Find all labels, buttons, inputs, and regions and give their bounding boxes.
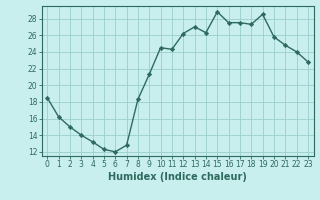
X-axis label: Humidex (Indice chaleur): Humidex (Indice chaleur) [108,172,247,182]
